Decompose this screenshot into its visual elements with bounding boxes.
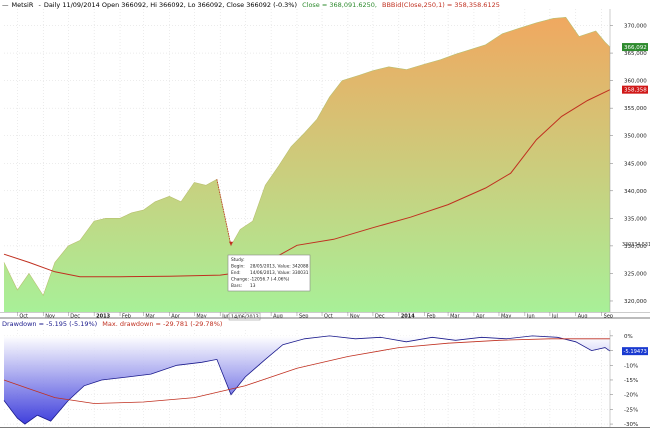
study-tooltip-value: -12056.7 (-4.06%) [250, 277, 290, 283]
study-tooltip-label: Change: [231, 277, 249, 283]
cursor-value-label: 330334.531 [622, 242, 650, 248]
date-tick-label: Nov [45, 314, 55, 320]
study-tooltip-label: End: [231, 270, 241, 276]
price-tick-label: 360,000 [624, 79, 647, 85]
price-axis: 370,000 365,000 360,000 355,000 350,000 345,0… [609, 9, 650, 312]
study-arrow [229, 241, 234, 246]
close-price-tag [622, 43, 648, 52]
date-tick-label: 2014 [401, 314, 415, 320]
price-tick-label: 370,000 [624, 24, 647, 30]
price-tick-label: 340,000 [624, 189, 647, 195]
study-tooltip-value: 14/06/2013, Value: 330031 [250, 270, 309, 276]
drawdown-tick-label: -20% [624, 393, 638, 399]
date-tick-label: Sep [299, 314, 308, 320]
date-tick-label: Aug [578, 314, 588, 320]
date-tick-label: Oct [324, 314, 333, 320]
drawdown-area [3, 335, 611, 425]
price-tick-label: 325,000 [624, 271, 647, 277]
close-area [4, 17, 610, 313]
close-price-tag-text: 366,092 [624, 45, 647, 51]
drawdown-grid [4, 330, 610, 427]
study-tooltip-label: Begin: [231, 264, 245, 270]
price-tick-label: 345,000 [624, 161, 647, 167]
drawdown-tick-label: -30% [624, 422, 638, 428]
date-tick-label: Jun [526, 314, 535, 320]
price-area [3, 16, 611, 313]
study-tooltip-value: 28/05/2013, Value: 342088 [250, 264, 309, 270]
date-tick-label: Aug [273, 314, 283, 320]
main-legend: — MetsiR - Daily 11/09/2014 Open 366092, H… [2, 1, 500, 9]
date-tick-label: Sep [604, 314, 613, 320]
study-tooltip-label: Study: [231, 257, 245, 263]
drawdown-tick-label: -15% [624, 378, 638, 384]
date-tick-label: Dec [70, 314, 80, 320]
legend-symbol: MetsiR [11, 1, 34, 9]
price-tick-label: 355,000 [624, 106, 647, 112]
price-tick-label: 365,000 [624, 51, 647, 57]
date-tick-label: Jul [551, 314, 558, 320]
date-tick-label: Feb [122, 314, 131, 320]
date-tick-label: 2013 [96, 314, 110, 320]
date-cursor-box [228, 312, 261, 321]
legend-close: Close = 368,091.6250, [302, 1, 377, 9]
drawdown-fill [4, 335, 610, 425]
ma-price-tag [622, 85, 648, 94]
date-tick-label: Apr [171, 314, 181, 320]
drawdown-value-tag-text: -5.19473 [624, 349, 647, 355]
drawdown-legend: Drawdown = -5.195 (-5.19%) Max. drawdown… [2, 320, 225, 328]
ma-price-tag-text: 358,358 [624, 88, 647, 94]
date-tick-label: Feb [427, 314, 436, 320]
date-tick-label: Dec [375, 314, 385, 320]
price-tick-label: 350,000 [624, 134, 647, 140]
date-tick-label: Mar [145, 314, 155, 320]
drawdown-axis: 0%-5%-10%-15%-20%-25%-30%-5.19473 [609, 330, 648, 428]
date-tick-label: Mar [450, 314, 460, 320]
study-line [216, 179, 232, 246]
date-tick-label: May [196, 314, 206, 320]
price-tick-label: 330,000 [624, 244, 647, 250]
date-tick-label: Apr [476, 314, 486, 320]
drawdown-tick-label: 0% [624, 334, 633, 340]
date-tick-label: Jun [221, 314, 230, 320]
bbbid-series-line [3, 89, 611, 278]
price-tick-label: 320,000 [624, 299, 647, 305]
legend-info: Daily 11/09/2014 Open 366092, Hi 366092,… [43, 1, 298, 9]
drawdown-series-line [3, 335, 611, 425]
study-tooltip [227, 254, 311, 292]
date-tick-label: May [501, 314, 511, 320]
date-tick-label: Nov [350, 314, 360, 320]
study-tooltip-value: 13 [250, 283, 256, 289]
close-series-line [3, 16, 611, 297]
drawdown-tick-label: -10% [624, 363, 638, 369]
date-tick-label: Oct [19, 314, 28, 320]
price-lines: Study:Begin: 28/05/2013, Value: 342088 End… [3, 89, 611, 292]
drawdown-value-tag [622, 347, 648, 356]
legend-drawdown: Drawdown = -5.195 (-5.19%) [2, 320, 98, 328]
legend-max-drawdown: Max. drawdown = -29.781 (-29.78%) [102, 320, 223, 328]
price-tick-label: 335,000 [624, 216, 647, 222]
study-tooltip-label: Bars: [231, 283, 242, 289]
drawdown-tick-label: -25% [624, 407, 638, 413]
legend-bbbid: BBBid(Close,250,1) = 358,358.6125 [382, 1, 500, 9]
date-axis: Oct Nov Dec 2013 Feb Mar Apr May Jun Jul Aug Sep Oct… [0, 312, 650, 321]
drawdown-ma-line [3, 338, 610, 404]
